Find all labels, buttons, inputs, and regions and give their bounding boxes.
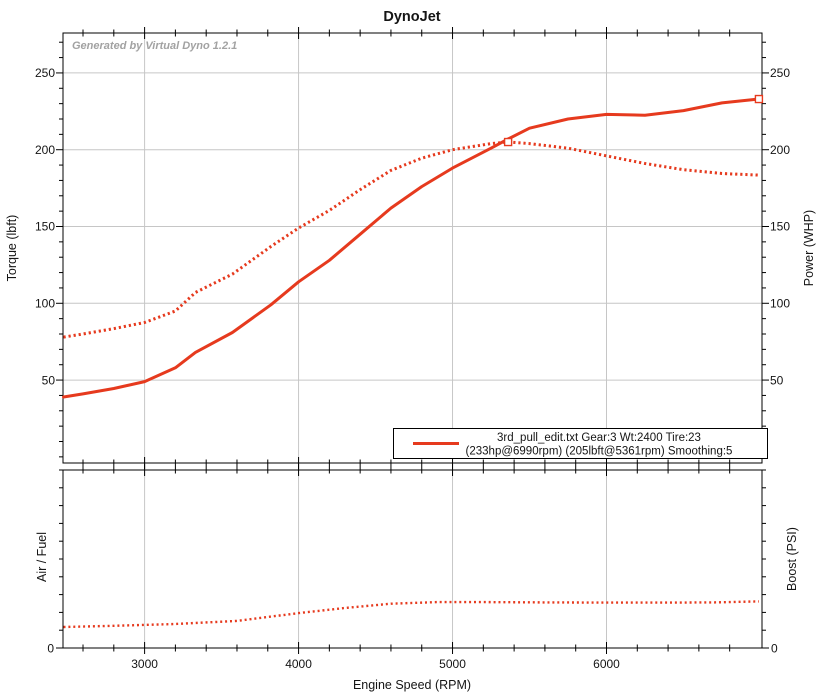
ticks-layer: [56, 27, 769, 654]
torque_lbft-curve: [63, 140, 759, 339]
y-tick-label-left-250: 250: [35, 66, 55, 80]
y-tick-label-right-200: 200: [770, 143, 790, 157]
x-tick-label-6000: 6000: [593, 657, 620, 671]
y-tick-label-left-zero: 0: [47, 642, 54, 656]
power_whp-peak-marker: [754, 94, 764, 104]
chart-title: DynoJet: [383, 9, 440, 25]
x-tick-label-4000: 4000: [285, 657, 312, 671]
legend: 3rd_pull_edit.txt Gear:3 Wt:2400 Tire:23…: [393, 428, 768, 459]
y-axis-title-airfuel: Air / Fuel: [35, 532, 49, 582]
top-plot-border: [62, 32, 763, 464]
legend-text-line1: 3rd_pull_edit.txt Gear:3 Wt:2400 Tire:23: [497, 432, 701, 444]
torque_lbft-peak-marker: [503, 137, 513, 147]
y-tick-label-right-250: 250: [770, 66, 790, 80]
y-tick-label-left-200: 200: [35, 143, 55, 157]
y-axis-title-power: Power (WHP): [802, 210, 816, 286]
power_whp-curve: [62, 97, 761, 399]
y-tick-label-left-150: 150: [35, 220, 55, 234]
legend-text-line2: (233hp@6990rpm) (205lbft@5361rpm) Smooth…: [466, 446, 733, 458]
y-tick-label-left-100: 100: [35, 296, 55, 310]
x-tick-label-5000: 5000: [439, 657, 466, 671]
curves-layer: [62, 94, 764, 629]
x-tick-label-3000: 3000: [131, 657, 158, 671]
y-tick-label-right-100: 100: [770, 296, 790, 310]
y-tick-label-right-150: 150: [770, 220, 790, 234]
afr_or_boost_trace-curve: [63, 600, 759, 629]
y-tick-label-left-50: 50: [42, 373, 56, 387]
tick-labels-layer: 50 50 100 100 150 150 200 200 250 250 0 0 3000 4000 50…: [35, 66, 790, 671]
y-tick-label-right-zero: 0: [771, 642, 778, 656]
y-axis-title-torque: Torque (lbft): [5, 215, 19, 282]
watermark-text: Generated by Virtual Dyno 1.2.1: [72, 40, 237, 52]
gridlines-layer: [63, 33, 762, 648]
y-tick-label-right-50: 50: [770, 373, 784, 387]
y-axis-title-boost: Boost (PSI): [785, 527, 799, 591]
x-axis-title: Engine Speed (RPM): [353, 678, 471, 692]
bottom-plot-border: [62, 469, 763, 649]
